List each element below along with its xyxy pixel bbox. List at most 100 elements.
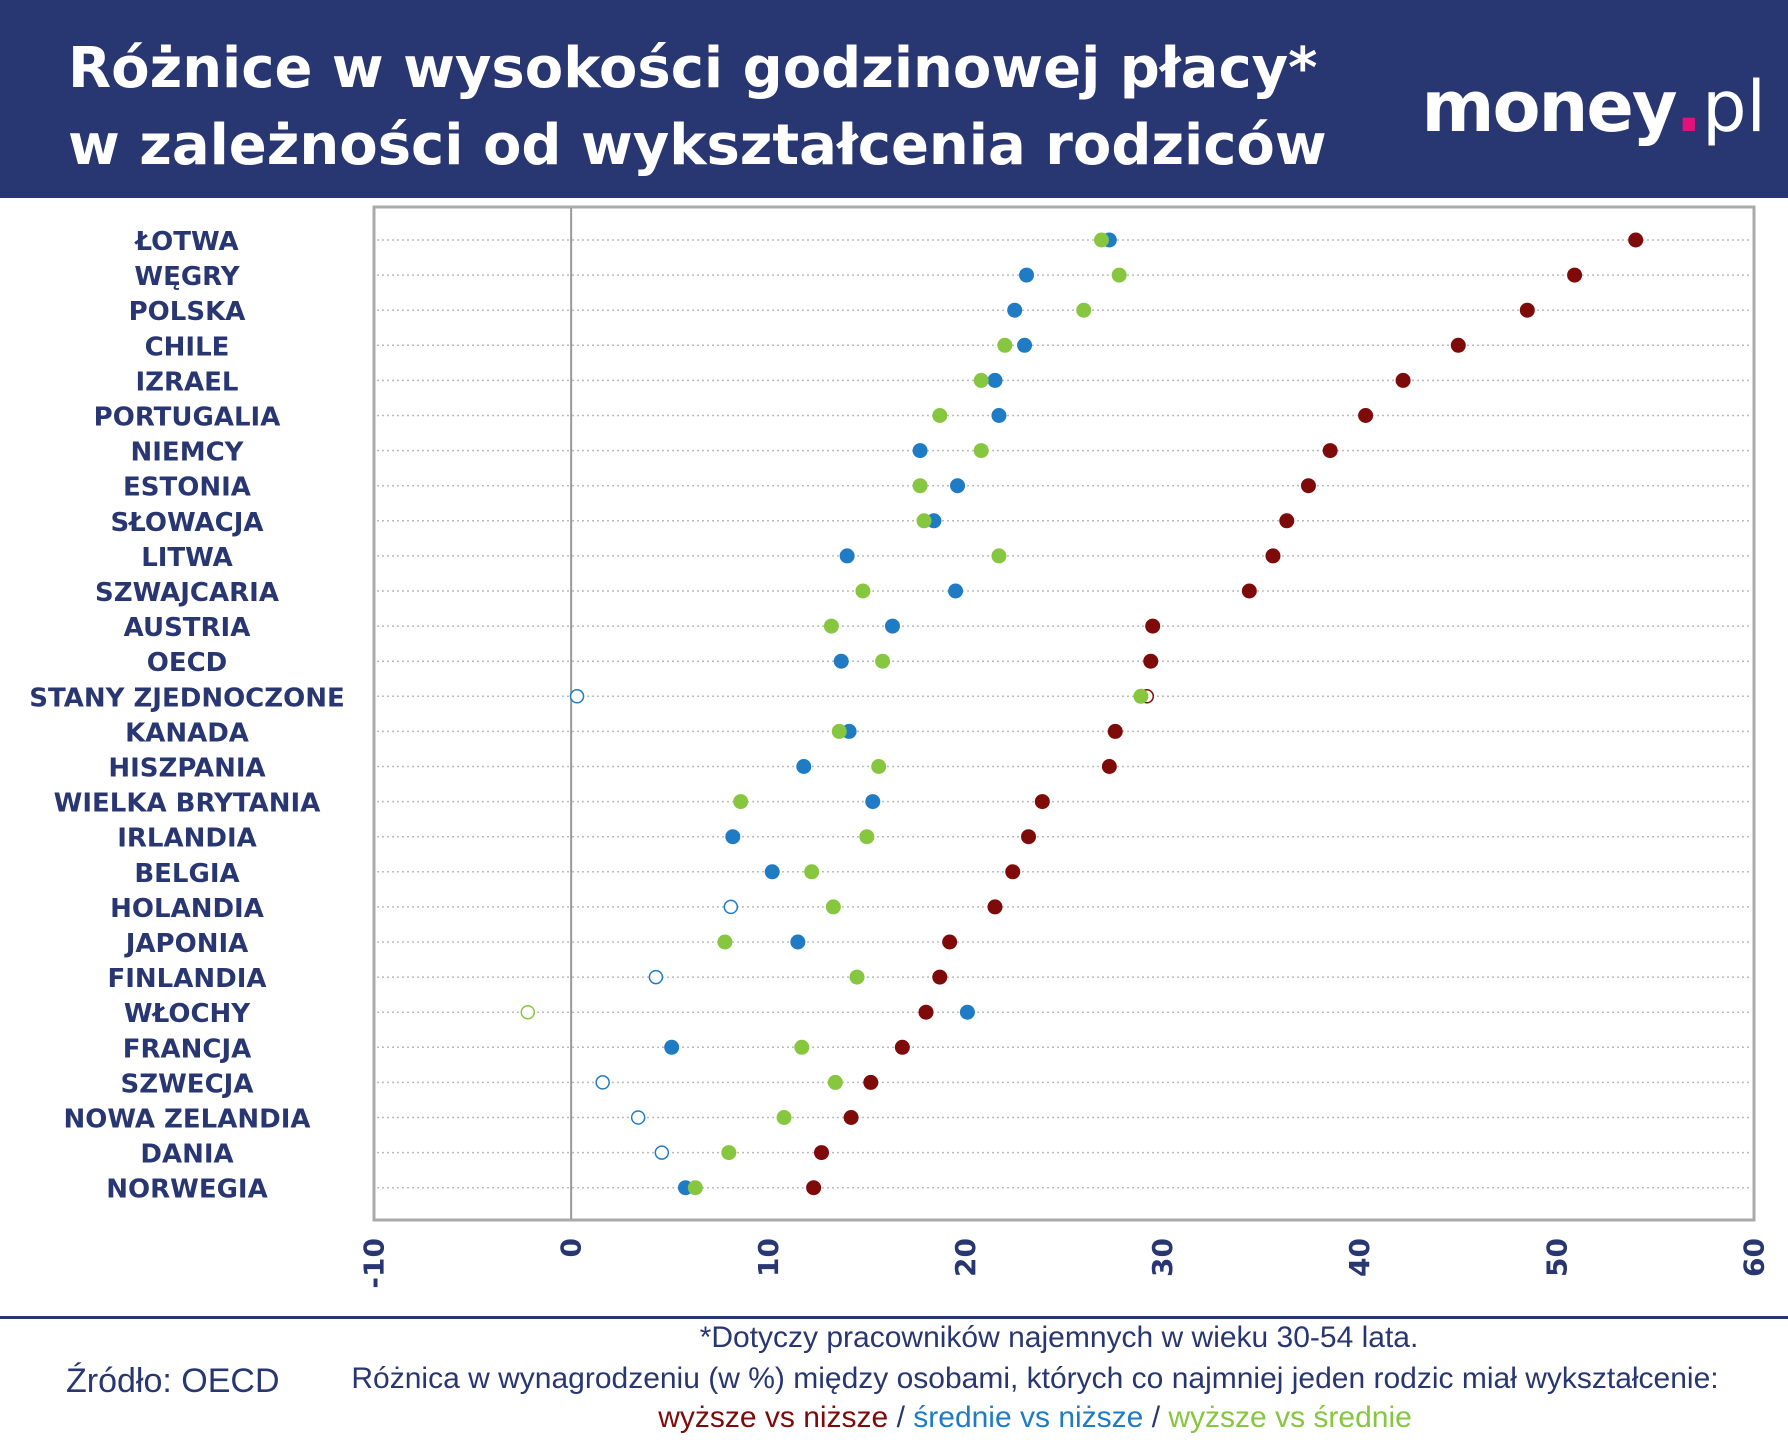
point-secondary-vs-lower (664, 1039, 680, 1055)
point-higher-vs-lower (1300, 478, 1316, 494)
country-label: NIEMCY (131, 438, 245, 468)
country-label: OECD (147, 648, 228, 678)
point-higher-vs-secondary (1093, 232, 1109, 248)
point-higher-vs-secondary (733, 794, 749, 810)
point-secondary-vs-lower (912, 443, 928, 459)
point-higher-vs-lower (1021, 829, 1037, 845)
point-higher-vs-lower (863, 1074, 879, 1090)
title-line-2: w zależności od wykształcenia rodziców (68, 113, 1327, 178)
point-secondary-vs-lower (764, 864, 780, 880)
point-higher-vs-lower (1034, 794, 1050, 810)
point-higher-vs-lower (1519, 302, 1535, 318)
legend-higher-vs-lower: wyższe vs niższe (658, 1401, 889, 1434)
chart-title: Różnice w wysokości godzinowej płacy* w … (68, 30, 1327, 184)
point-higher-vs-secondary (825, 899, 841, 915)
point-secondary-vs-lower (1007, 302, 1023, 318)
country-label: IRLANDIA (117, 824, 257, 854)
point-higher-vs-lower (1395, 372, 1411, 388)
point-higher-vs-lower (1265, 548, 1281, 564)
point-higher-vs-secondary (721, 1145, 737, 1161)
point-higher-vs-secondary (973, 372, 989, 388)
point-higher-vs-secondary (776, 1110, 792, 1125)
point-higher-vs-secondary (687, 1180, 703, 1196)
footnote: *Dotyczy pracowników najemnych w wieku 3… (699, 1321, 1419, 1354)
point-secondary-vs-lower (839, 548, 855, 564)
header-banner: Różnice w wysokości godzinowej płacy* w … (0, 0, 1788, 198)
point-higher-vs-secondary (520, 1004, 536, 1020)
point-secondary-vs-lower (796, 759, 812, 774)
point-secondary-vs-lower (569, 689, 585, 704)
country-label: POLSKA (129, 297, 246, 327)
point-higher-vs-lower (814, 1145, 830, 1161)
country-label: NOWA ZELANDIA (64, 1105, 311, 1135)
country-label: NORWEGIA (106, 1175, 267, 1205)
footer-divider (0, 1316, 1788, 1319)
point-higher-vs-secondary (794, 1039, 810, 1055)
country-label: LITWA (141, 543, 233, 573)
point-higher-vs-secondary (973, 443, 989, 459)
country-label: CHILE (145, 332, 230, 362)
point-secondary-vs-lower (790, 934, 806, 950)
plot-frame (372, 205, 1756, 1222)
country-label: WIELKA BRYTANIA (54, 789, 321, 819)
country-label: STANY ZJEDNOCZONE (29, 683, 345, 713)
point-higher-vs-secondary (1076, 302, 1092, 318)
point-higher-vs-secondary (855, 583, 871, 599)
point-higher-vs-secondary (875, 653, 891, 669)
point-higher-vs-secondary (1133, 688, 1149, 704)
point-higher-vs-lower (1005, 864, 1021, 880)
point-secondary-vs-lower (950, 478, 966, 494)
point-higher-vs-lower (918, 1004, 934, 1020)
point-higher-vs-secondary (804, 864, 820, 880)
country-label: WŁOCHY (124, 999, 251, 1029)
country-label: FINLANDIA (107, 964, 266, 994)
point-secondary-vs-lower (865, 794, 881, 810)
dot-plot-chart: ŁOTWA WĘGRY POLSKA CHILE IZRAEL PORTUGALIA NIE… (29, 205, 1771, 1289)
legend-secondary-vs-lower: średnie vs niższe (913, 1401, 1144, 1434)
point-higher-vs-lower (894, 1039, 910, 1055)
point-higher-vs-secondary (859, 829, 875, 845)
point-higher-vs-lower (987, 899, 1003, 915)
point-higher-vs-secondary (912, 478, 928, 494)
point-higher-vs-lower (932, 969, 948, 985)
title-line-1: Różnice w wysokości godzinowej płacy* (68, 36, 1318, 101)
country-label: WĘGRY (134, 262, 240, 292)
country-label: SZWECJA (121, 1069, 254, 1099)
country-label: ESTONIA (123, 473, 251, 503)
point-secondary-vs-lower (725, 829, 741, 845)
point-secondary-vs-lower (959, 1004, 975, 1020)
point-secondary-vs-lower (1019, 267, 1035, 283)
legend-description: Różnica w wynagrodzeniu (w %) między oso… (351, 1362, 1719, 1395)
country-label: IZRAEL (136, 367, 239, 397)
point-higher-vs-lower (843, 1110, 859, 1125)
point-higher-vs-lower (1107, 723, 1123, 739)
point-secondary-vs-lower (630, 1110, 646, 1125)
country-label: SZWAJCARIA (95, 578, 279, 608)
row-labels: ŁOTWA WĘGRY POLSKA CHILE IZRAEL PORTUGALIA NIE… (29, 227, 345, 1205)
point-higher-vs-lower (1450, 337, 1466, 353)
x-tick-label: 60 (1738, 1238, 1771, 1277)
point-secondary-vs-lower (1017, 337, 1033, 353)
point-secondary-vs-lower (991, 408, 1007, 423)
money-pl-logo[interactable]: money.pl (1422, 62, 1766, 152)
point-higher-vs-secondary (932, 408, 948, 423)
x-tick-label: 0 (555, 1238, 588, 1257)
x-tick-label: 10 (752, 1238, 785, 1277)
point-secondary-vs-lower (833, 653, 849, 669)
gridlines (377, 239, 1751, 1189)
point-higher-vs-secondary (717, 934, 733, 950)
legend-higher-vs-secondary: wyższe vs średnie (1168, 1401, 1412, 1434)
point-higher-vs-secondary (827, 1074, 843, 1090)
point-higher-vs-lower (1628, 232, 1644, 248)
legend-separator: / (888, 1401, 914, 1434)
x-tick-label: 30 (1146, 1238, 1179, 1277)
country-label: FRANCJA (123, 1034, 252, 1064)
country-label: PORTUGALIA (94, 403, 281, 433)
x-axis-ticks: -10 0 10 20 30 40 50 60 (358, 1238, 1771, 1289)
point-higher-vs-secondary (1111, 267, 1127, 283)
country-label: SŁOWACJA (110, 508, 263, 538)
point-secondary-vs-lower (595, 1075, 610, 1090)
data-points (520, 232, 1644, 1196)
point-higher-vs-secondary (997, 337, 1013, 353)
country-label: ŁOTWA (133, 227, 238, 257)
